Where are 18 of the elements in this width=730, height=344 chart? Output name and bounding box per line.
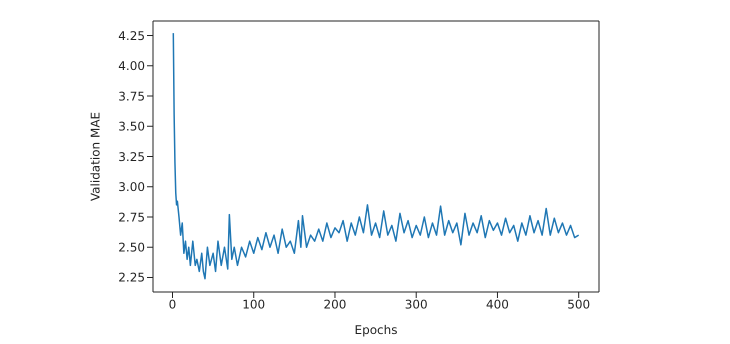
x-tick-label: 0: [168, 298, 176, 312]
y-axis-title: Validation MAE: [88, 112, 102, 202]
y-tick-label: 4.25: [118, 28, 145, 43]
x-tick-label: 400: [486, 298, 509, 312]
y-tick-label: 2.75: [118, 210, 145, 224]
y-tick-label: 2.25: [118, 270, 145, 285]
x-tick-label: 100: [242, 298, 266, 312]
y-tick-label: 3.00: [118, 180, 145, 194]
y-tick-label: 3.50: [118, 120, 145, 134]
x-tick-label: 500: [567, 298, 590, 312]
y-tick-label: 2.50: [118, 240, 145, 254]
y-tick-label: 4.00: [118, 59, 145, 74]
y-tick-label: 3.25: [118, 150, 145, 164]
x-tick-label: 200: [324, 298, 346, 312]
y-tick-label: 3.75: [118, 89, 145, 104]
x-tick-label: 300: [404, 298, 428, 312]
x-axis-title: Epochs: [354, 323, 398, 337]
line-series: [172, 32, 580, 280]
